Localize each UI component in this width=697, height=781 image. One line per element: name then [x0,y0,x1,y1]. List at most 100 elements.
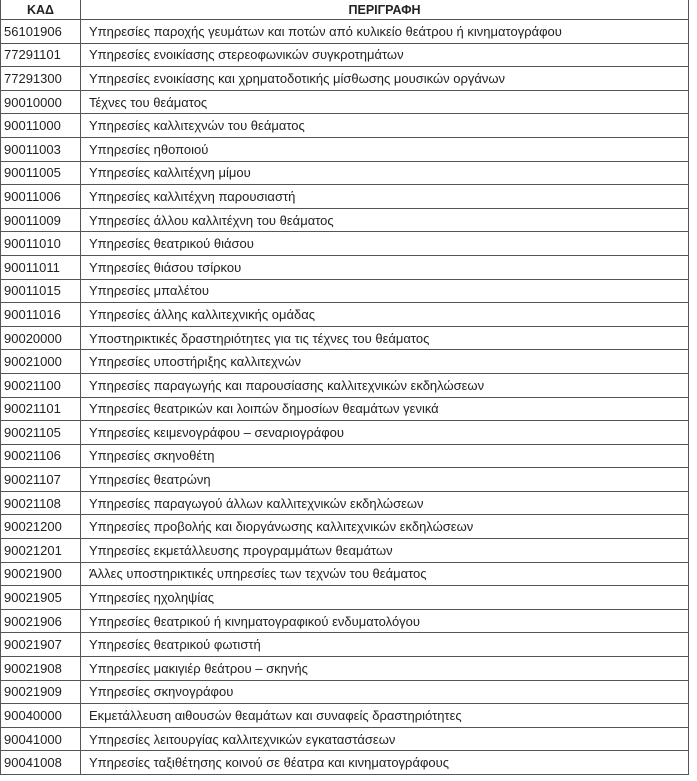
kad-description: Υπηρεσίες καλλιτέχνη μίμου [80,160,689,186]
kad-code: 56101906 [0,19,81,44]
kad-description: Υπηρεσίες θεατρικών και λοιπών δημοσίων … [80,396,689,422]
kad-description: Υπηρεσίες λειτουργίας καλλιτεχνικών εγκα… [80,726,689,752]
kad-description: Υπηρεσίες σκηνογράφου [80,679,689,705]
kad-description: Τέχνες του θεάματος [80,89,689,115]
kad-code: 90021101 [0,396,81,422]
kad-code: 90021908 [0,656,81,681]
kad-code: 90040000 [0,703,81,728]
table-row: 90011003 Υπηρεσίες ηθοποιού [0,136,689,162]
table-row: 90020000 Υποστηρικτικές δραστηριότητες γι… [0,325,689,351]
kad-code: 90011015 [0,278,81,304]
table-row: 90040000 Εκμετάλλευση αιθουσών θεαμάτων κ… [0,703,689,728]
table-row: 77291101 Υπηρεσίες ενοικίασης στερεοφωνικ… [0,42,689,68]
kad-description: Υπηρεσίες υποστήριξης καλλιτεχνών [80,349,689,374]
kad-code: 90021106 [0,443,81,469]
table-row: 90021201 Υπηρεσίες εκμετάλλευσης προγραμμ… [0,538,689,563]
kad-description: Υπηρεσίες σκηνοθέτη [80,443,689,469]
kad-code: 90011016 [0,302,81,327]
kad-code: 90021201 [0,538,81,563]
kad-description: Υπηρεσίες άλλου καλλιτέχνη του θεάματος [80,207,689,233]
kad-description: Υπηρεσίες καλλιτεχνών του θεάματος [80,113,689,138]
kad-description: Υπηρεσίες θεατρικού ή κινηματογραφικού ε… [80,608,689,634]
table-row: 90021107 Υπηρεσίες θεατρώνη [0,467,689,492]
kad-description: Υπηρεσίες θεατρικού φωτιστή [80,632,689,658]
table-row: 90010000 Τέχνες του θεάματος [0,89,689,115]
kad-code: 77291101 [0,42,81,68]
kad-code: 90021906 [0,608,81,634]
kad-code: 90011010 [0,231,81,256]
kad-code: 90021907 [0,632,81,658]
kad-code: 90011006 [0,184,81,209]
table-row: 90011010 Υπηρεσίες θεατρικού θιάσου [0,231,689,256]
table-row: 90011015 Υπηρεσίες μπαλέτου [0,278,689,304]
kad-description: Υπηρεσίες μπαλέτου [80,278,689,304]
kad-code: 90021200 [0,514,81,540]
kad-code: 90011011 [0,254,81,280]
table-row: 90011011 Υπηρεσίες θιάσου τσίρκου [0,254,689,280]
kad-code: 90011000 [0,113,81,138]
kad-description: Υπηρεσίες καλλιτέχνη παρουσιαστή [80,184,689,209]
kad-description: Υπηρεσίες θεατρικού θιάσου [80,231,689,256]
table-row: 90041008 Υπηρεσίες ταξιθέτησης κοινού σε … [0,750,689,775]
kad-description: Υπηρεσίες παραγωγής και παρουσίασης καλλ… [80,372,689,398]
table-row: 77291300 Υπηρεσίες ενοικίασης και χρηματο… [0,66,689,91]
kad-code: 90011009 [0,207,81,233]
header-kad: ΚΑΔ [0,0,81,20]
kad-description: Εκμετάλλευση αιθουσών θεαμάτων και συναφ… [80,703,689,728]
kad-code: 90021905 [0,585,81,610]
kad-description: Άλλες υποστηρικτικές υπηρεσίες των τεχνώ… [80,561,689,587]
table-row: 90011016 Υπηρεσίες άλλης καλλιτεχνικής ομ… [0,302,689,327]
kad-code: 77291300 [0,66,81,91]
table-row: 90021908 Υπηρεσίες μακιγιέρ θεάτρου – σκη… [0,656,689,681]
kad-code: 90011005 [0,160,81,186]
kad-description: Υπηρεσίες ηθοποιού [80,136,689,162]
kad-code: 90021105 [0,420,81,445]
kad-description: Υπηρεσίες παραγωγού άλλων καλλιτεχνικών … [80,490,689,516]
kad-code: 90011003 [0,136,81,162]
table-row: 90011009 Υπηρεσίες άλλου καλλιτέχνη του θ… [0,207,689,233]
table-row: 90021101 Υπηρεσίες θεατρικών και λοιπών δ… [0,396,689,422]
table-row: 90011006 Υπηρεσίες καλλιτέχνη παρουσιαστή [0,184,689,209]
kad-description: Υπηρεσίες θιάσου τσίρκου [80,254,689,280]
table-row: 90011005 Υπηρεσίες καλλιτέχνη μίμου [0,160,689,186]
table-row: 90021108 Υπηρεσίες παραγωγού άλλων καλλιτ… [0,490,689,516]
kad-description: Υπηρεσίες προβολής και διοργάνωσης καλλι… [80,514,689,540]
table-row: 90021900 Άλλες υποστηρικτικές υπηρεσίες τ… [0,561,689,587]
kad-description: Υπηρεσίες ενοικίασης στερεοφωνικών συγκρ… [80,42,689,68]
table-row: 90021100 Υπηρεσίες παραγωγής και παρουσία… [0,372,689,398]
table-body: 56101906 Υπηρεσίες παροχής γευμάτων και π… [0,19,689,775]
kad-description: Υπηρεσίες μακιγιέρ θεάτρου – σκηνής [80,656,689,681]
kad-code: 90021100 [0,372,81,398]
kad-code: 90021107 [0,467,81,492]
table-row: 90021905 Υπηρεσίες ηχοληψίας [0,585,689,610]
kad-description: Υπηρεσίες εκμετάλλευσης προγραμμάτων θεα… [80,538,689,563]
table-row: 90021909 Υπηρεσίες σκηνογράφου [0,679,689,705]
table-row: 90021906 Υπηρεσίες θεατρικού ή κινηματογρ… [0,608,689,634]
kad-description: Υποστηρικτικές δραστηριότητες για τις τέ… [80,325,689,351]
kad-code: 90041000 [0,726,81,752]
kad-description: Υπηρεσίες ταξιθέτησης κοινού σε θέατρα κ… [80,750,689,775]
kad-code: 90021000 [0,349,81,374]
table-row: 90021000 Υπηρεσίες υποστήριξης καλλιτεχνώ… [0,349,689,374]
kad-code: 90020000 [0,325,81,351]
table-row: 90041000 Υπηρεσίες λειτουργίας καλλιτεχνι… [0,726,689,752]
kad-description: Υπηρεσίες θεατρώνη [80,467,689,492]
table-row: 90021200 Υπηρεσίες προβολής και διοργάνωσ… [0,514,689,540]
kad-code: 90021108 [0,490,81,516]
table-row: 56101906 Υπηρεσίες παροχής γευμάτων και π… [0,19,689,44]
kad-code: 90021909 [0,679,81,705]
kad-code: 90041008 [0,750,81,775]
header-row: ΚΑΔ ΠΕΡΙΓΡΑΦΗ [0,0,689,20]
table-row: 90021907 Υπηρεσίες θεατρικού φωτιστή [0,632,689,658]
table-row: 90011000 Υπηρεσίες καλλιτεχνών του θεάματ… [0,113,689,138]
header-description: ΠΕΡΙΓΡΑΦΗ [80,0,689,20]
kad-code: 90021900 [0,561,81,587]
table-row: 90021105 Υπηρεσίες κειμενογράφου – σεναρι… [0,420,689,445]
kad-code: 90010000 [0,89,81,115]
kad-description: Υπηρεσίες κειμενογράφου – σεναριογράφου [80,420,689,445]
kad-description: Υπηρεσίες άλλης καλλιτεχνικής ομάδας [80,302,689,327]
kad-description: Υπηρεσίες ενοικίασης και χρηματοδοτικής … [80,66,689,91]
kad-description: Υπηρεσίες ηχοληψίας [80,585,689,610]
table-row: 90021106 Υπηρεσίες σκηνοθέτη [0,443,689,469]
